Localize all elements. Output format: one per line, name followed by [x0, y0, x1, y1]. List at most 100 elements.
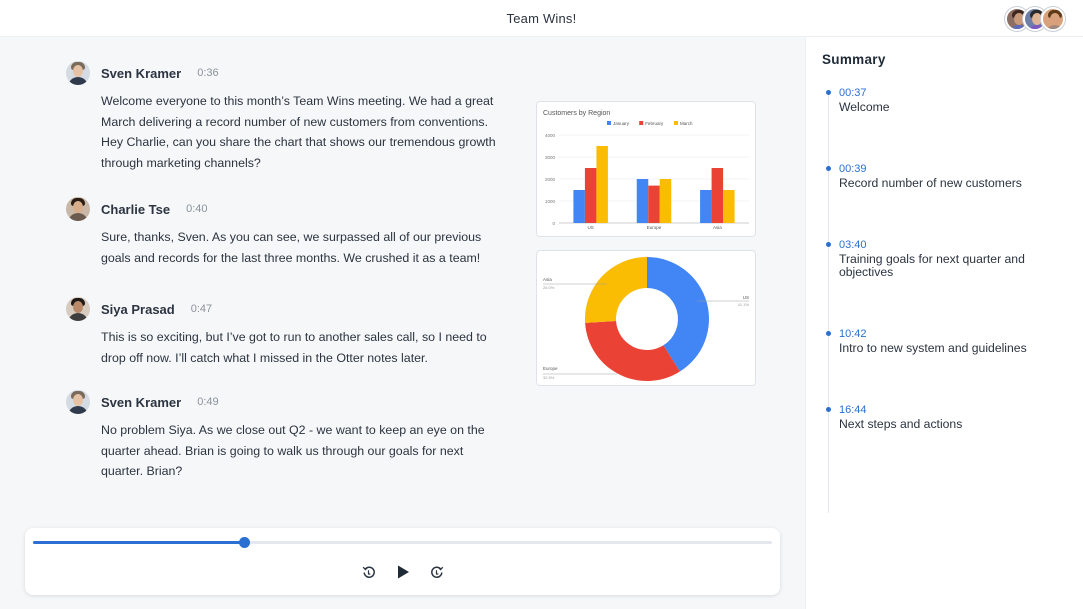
slice-percent: 32.9% [543, 375, 555, 380]
speaker-name: Siya Prasad [101, 301, 175, 317]
rewind-icon [362, 566, 375, 578]
bar [711, 168, 724, 223]
y-tick-label: 4000 [545, 133, 556, 138]
forward-icon [430, 566, 443, 578]
bar [584, 168, 597, 223]
timeline-dot [826, 331, 831, 336]
top-bar: Team Wins! [0, 0, 1083, 37]
summary-item-time[interactable]: 00:37 [839, 87, 867, 99]
forward-button[interactable] [427, 562, 447, 582]
play-button[interactable] [393, 562, 413, 582]
donut-slice [647, 257, 709, 372]
timeline-dot [826, 407, 831, 412]
speaker-timestamp[interactable]: 0:40 [186, 203, 208, 215]
speaker-avatar [66, 61, 90, 85]
transcript-text: Welcome everyone to this month’s Team Wi… [101, 94, 496, 170]
summary-item[interactable]: 03:40 Training goals for next quarter an… [824, 239, 1064, 279]
donut-labels: US 41.1% Europe 32.9% Asia 26.0% [543, 277, 749, 380]
transcript-entry: Charlie Tse 0:40 Sure, thanks, Sven. As … [66, 197, 506, 268]
bar-chart-card[interactable]: Customers by Region January February March… [536, 101, 756, 237]
x-tick-label: Europe [647, 225, 662, 230]
bar [723, 190, 735, 223]
legend-swatch [607, 121, 611, 125]
x-tick-label: Asia [713, 225, 722, 230]
slice-percent: 26.0% [543, 285, 555, 290]
bar [700, 190, 712, 223]
speaker-timestamp[interactable]: 0:47 [190, 303, 213, 315]
transcript-entry: Siya Prasad 0:47 This is so exciting, bu… [66, 297, 506, 368]
slice-label: Europe [543, 366, 558, 371]
slice-percent: 41.1% [738, 302, 750, 307]
transcript-entry: Sven Kramer 0:36 Welcome everyone to thi… [66, 61, 506, 173]
summary-panel: Summary 00:37 Welcome 00:39 Record numbe… [806, 37, 1083, 609]
y-tick-label: 1000 [545, 199, 556, 204]
bar-series [573, 146, 735, 223]
summary-item[interactable]: 16:44 Next steps and actions [824, 404, 1064, 431]
summary-item[interactable]: 00:37 Welcome [824, 87, 1064, 114]
legend-swatch [674, 121, 678, 125]
panel-divider [805, 37, 806, 609]
transcript-text: This is so exciting, but I’ve got to run… [101, 330, 487, 365]
summary-item-time[interactable]: 10:42 [839, 328, 867, 340]
participant-avatar[interactable] [1041, 7, 1065, 31]
donut-chart: US 41.1% Europe 32.9% Asia 26.0% [543, 257, 749, 381]
speaker-avatar [66, 390, 90, 414]
donut-chart-card[interactable]: US 41.1% Europe 32.9% Asia 26.0% [536, 250, 756, 386]
timeline-dot [826, 90, 831, 95]
transcript-entry: Sven Kramer 0:49 No problem Siya. As we … [66, 390, 506, 482]
y-tick-label: 2000 [545, 177, 556, 182]
summary-timeline-line [828, 93, 829, 513]
rewind-button[interactable] [359, 562, 379, 582]
donut-slices [585, 257, 709, 381]
playback-progress-fill [33, 541, 244, 544]
speaker-avatar [66, 297, 90, 321]
bar [659, 179, 672, 223]
timeline-dot [826, 166, 831, 171]
summary-item[interactable]: 10:42 Intro to new system and guidelines [824, 328, 1064, 355]
bar [573, 190, 585, 223]
transcript-text: No problem Siya. As we close out Q2 - we… [101, 423, 485, 478]
legend-swatch [639, 121, 644, 125]
summary-item-text: Training goals for next quarter and obje… [839, 252, 1025, 279]
speaker-timestamp[interactable]: 0:36 [197, 67, 219, 79]
chart-title: Customers by Region [543, 110, 610, 117]
x-tick-label: US [588, 225, 594, 230]
y-axis-ticks: 0 1000 2000 3000 4000 [545, 133, 556, 226]
donut-slice [585, 257, 647, 323]
speaker-name: Sven Kramer [101, 394, 182, 410]
speaker-timestamp[interactable]: 0:49 [197, 396, 219, 408]
summary-item-text: Record number of new customers [839, 176, 1022, 190]
audio-player [25, 528, 780, 595]
summary-item-text: Welcome [839, 100, 890, 114]
bar-chart: Customers by Region January February March… [543, 110, 749, 230]
summary-item-time[interactable]: 16:44 [839, 404, 867, 416]
legend-label: March [680, 121, 693, 126]
bar [648, 185, 660, 223]
speaker-avatar [66, 197, 90, 221]
meeting-title: Team Wins! [506, 11, 577, 26]
playback-controls [25, 562, 780, 582]
bar [596, 146, 608, 223]
summary-item[interactable]: 00:39 Record number of new customers [824, 163, 1064, 190]
participant-avatars[interactable] [1005, 7, 1065, 31]
playback-scrubber-handle[interactable] [238, 537, 250, 548]
slice-label: US [743, 295, 749, 300]
playback-progress-bar[interactable] [33, 537, 772, 548]
legend-label: January [613, 121, 630, 126]
bar [636, 179, 649, 223]
timeline-dot [826, 242, 831, 247]
speaker-name: Charlie Tse [101, 201, 171, 217]
transcript-text: Sure, thanks, Sven. As you can see, we s… [101, 230, 482, 265]
y-tick-label: 0 [552, 221, 555, 226]
summary-item-time[interactable]: 00:39 [839, 163, 867, 175]
donut-slice [585, 320, 680, 381]
play-icon [397, 565, 409, 579]
summary-item-time[interactable]: 03:40 [839, 239, 867, 251]
summary-title: Summary [822, 52, 886, 67]
summary-item-text: Intro to new system and guidelines [839, 341, 1027, 355]
legend-label: February [645, 121, 664, 126]
x-axis-ticks: US Europe Asia [588, 225, 723, 230]
slice-label: Asia [543, 277, 552, 282]
chart-legend: January February March [607, 121, 693, 126]
speaker-name: Sven Kramer [101, 65, 182, 81]
